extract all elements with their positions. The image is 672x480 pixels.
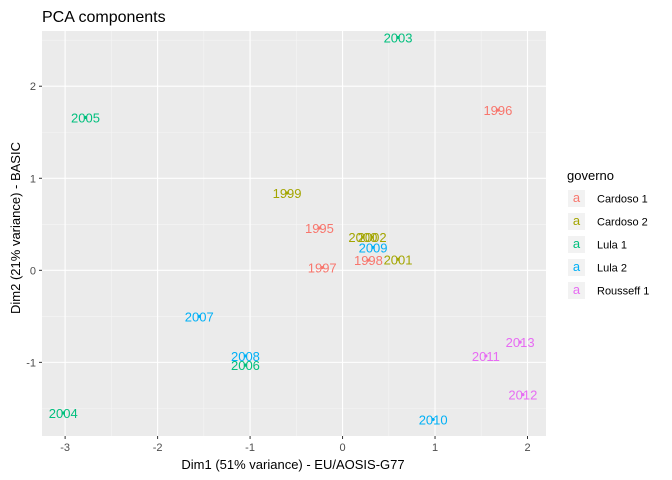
point-label: 2011 — [472, 349, 500, 364]
point-label: 2007 — [185, 309, 214, 324]
y-tick-label: 1 — [30, 173, 36, 185]
x-axis-title: Dim1 (51% variance) - EU/AOSIS-G77 — [181, 457, 404, 472]
point-label: 1999 — [273, 186, 302, 201]
point-label: 2006 — [231, 358, 260, 373]
point-label: 1995 — [305, 221, 334, 236]
x-tick-label: -1 — [245, 442, 255, 454]
data-point — [197, 314, 201, 318]
point-label: 2012 — [508, 388, 537, 403]
data-point — [371, 245, 375, 249]
legend: governo a Cardoso 1 a Cardoso 2 a Lula 1 a Lula… — [567, 168, 649, 299]
y-tick-label: 2 — [30, 81, 36, 93]
legend-title: governo — [567, 168, 614, 183]
data-point — [361, 235, 365, 239]
data-point — [431, 417, 435, 422]
data-points: 1995 1996 1997 1998 1999 2000 2001 2002 2003 2004… — [49, 30, 538, 427]
data-point — [317, 226, 322, 230]
x-tick-label: 0 — [339, 442, 345, 454]
legend-key-glyph: a — [573, 282, 581, 297]
x-axis-ticks: -3 -2 -1 0 1 2 — [60, 436, 531, 454]
y-axis-title: Dim2 (21% variance) - BASIC — [8, 142, 23, 314]
legend-label: Rousseff 1 — [597, 286, 649, 298]
data-point — [320, 265, 324, 270]
legend-label: Cardoso 2 — [597, 217, 648, 229]
point-label: 2001 — [384, 252, 413, 267]
legend-label: Lula 2 — [597, 263, 627, 275]
legend-key-glyph: a — [573, 190, 581, 205]
x-tick-label: -3 — [60, 442, 70, 454]
data-point — [521, 392, 525, 397]
data-point — [285, 191, 289, 195]
plot-panel — [42, 31, 546, 436]
data-point — [484, 354, 488, 358]
legend-key-glyph: a — [573, 213, 581, 228]
point-label: 1996 — [483, 103, 512, 118]
point-label: 2002 — [358, 230, 387, 245]
legend-key — [568, 236, 585, 253]
legend-key-glyph: a — [573, 259, 581, 274]
minor-gridlines — [42, 31, 546, 436]
data-point — [496, 108, 500, 112]
y-axis-ticks: -1 0 1 2 — [26, 81, 42, 369]
point-label: 2009 — [359, 240, 388, 255]
legend-key — [568, 282, 585, 299]
legend-key — [568, 213, 585, 230]
data-point — [366, 258, 371, 262]
point-label: 1997 — [308, 261, 337, 276]
data-point — [396, 35, 400, 40]
x-tick-label: 1 — [432, 442, 438, 454]
x-tick-label: -2 — [153, 442, 163, 454]
legend-label: Lula 1 — [597, 240, 627, 252]
data-point — [396, 257, 400, 261]
point-label: 2005 — [71, 111, 100, 126]
point-label: 2010 — [419, 412, 448, 427]
point-label: 2013 — [506, 335, 535, 350]
point-label: 2000 — [348, 230, 377, 245]
data-point — [243, 363, 248, 367]
legend-key — [568, 190, 585, 207]
data-point — [243, 354, 248, 358]
legend-key — [568, 259, 585, 276]
chart-title: PCA components — [42, 9, 166, 26]
point-label: 2003 — [384, 30, 413, 45]
major-gridlines — [42, 31, 546, 436]
y-tick-label: 0 — [30, 265, 36, 277]
point-label: 1998 — [354, 253, 383, 268]
data-point — [61, 411, 65, 415]
data-point — [83, 115, 88, 120]
point-label: 2008 — [231, 349, 260, 364]
data-point — [518, 340, 522, 344]
legend-label: Cardoso 1 — [597, 194, 648, 206]
point-label: 2004 — [49, 406, 78, 421]
legend-key-glyph: a — [573, 236, 581, 251]
y-tick-label: -1 — [26, 357, 36, 369]
data-point — [370, 235, 374, 239]
x-tick-label: 2 — [524, 442, 530, 454]
